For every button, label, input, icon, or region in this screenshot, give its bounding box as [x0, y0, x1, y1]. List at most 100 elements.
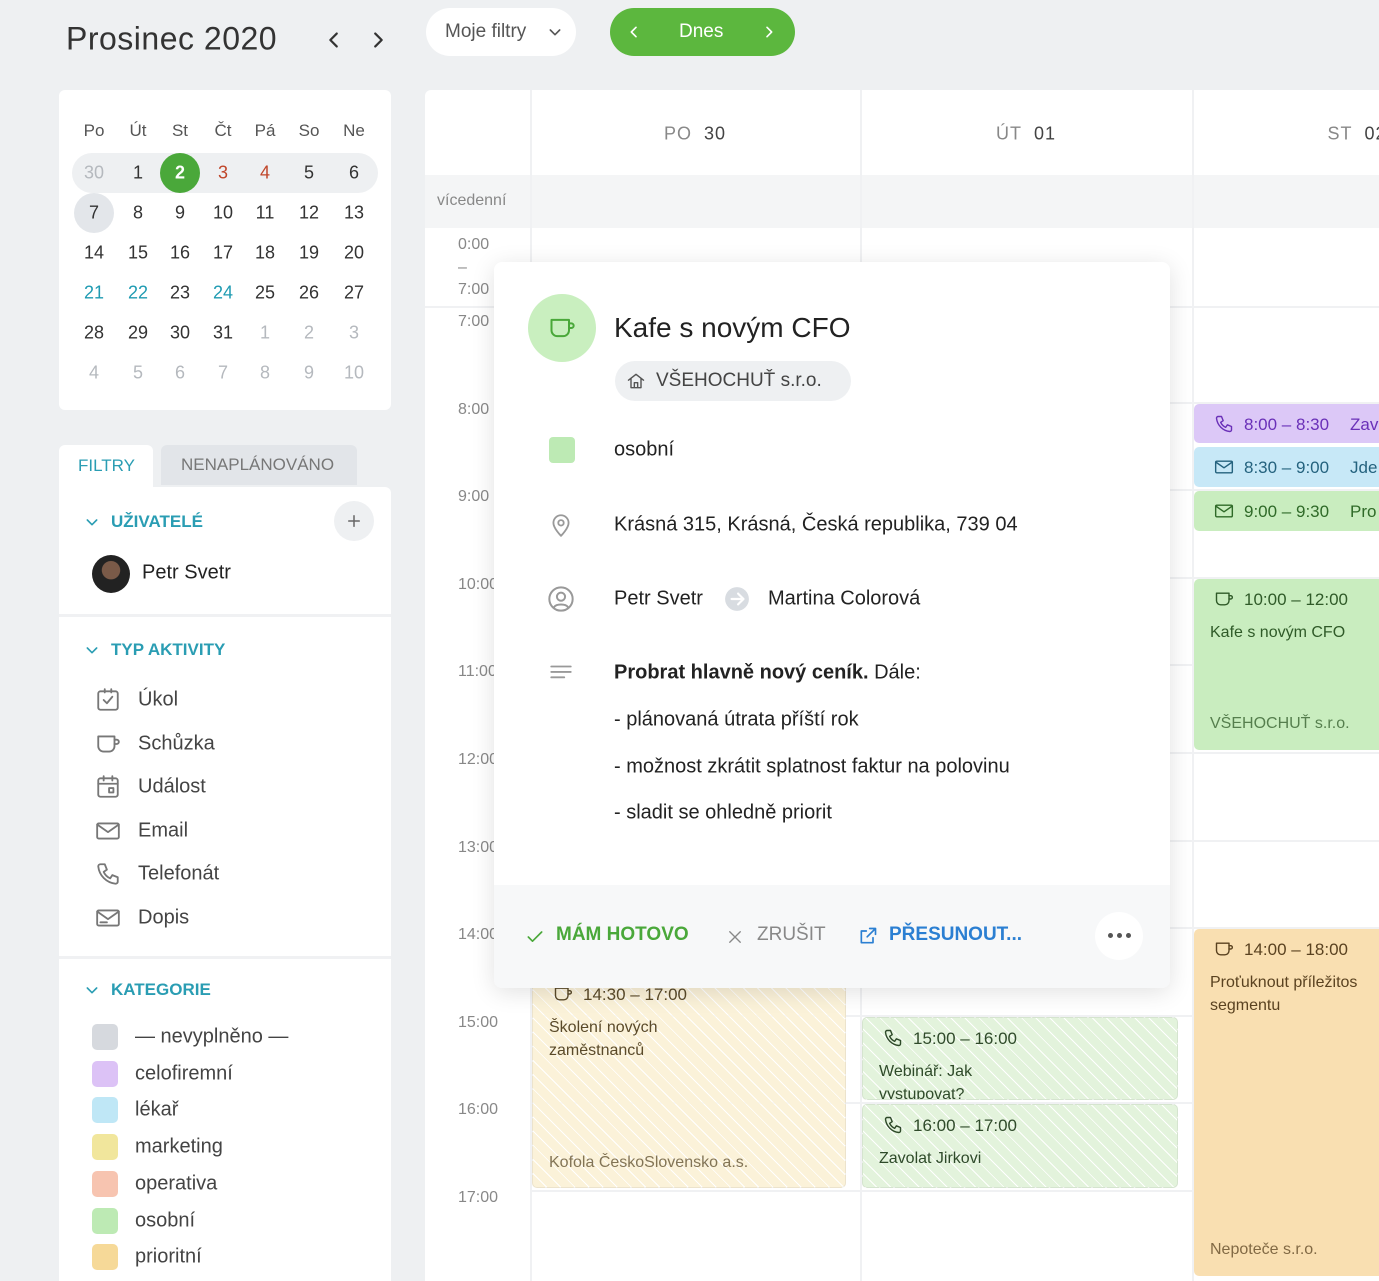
activity-type[interactable]: Telefonát [138, 862, 220, 885]
mini-day[interactable]: 5 [132, 362, 144, 383]
activity-type[interactable]: Email [138, 819, 189, 842]
icon-part [554, 987, 569, 1001]
user-avatar [92, 555, 130, 593]
more-button[interactable] [1095, 912, 1143, 960]
event[interactable]: 14:30 – 17:00 Školení nových zaměstnanců K… [532, 973, 846, 1188]
mini-day[interactable]: 3 [348, 322, 360, 343]
icon-part [86, 647, 98, 654]
mini-day[interactable]: 10 [343, 362, 365, 383]
mini-day[interactable]: 18 [254, 242, 276, 263]
mini-day[interactable]: 9 [174, 202, 186, 223]
icon-part [96, 909, 120, 927]
mini-day[interactable]: 1 [132, 162, 144, 183]
action-done[interactable]: MÁM HOTOVO [556, 924, 689, 945]
mini-day[interactable]: 29 [127, 322, 149, 343]
mini-day[interactable]: 1 [259, 322, 271, 343]
mini-day[interactable]: 6 [348, 162, 360, 183]
mini-day[interactable]: 11 [255, 202, 275, 223]
icon-part [374, 32, 383, 48]
event[interactable]: 8:00 – 8:30 Zav [1194, 403, 1379, 444]
event-icon [1214, 939, 1234, 959]
mini-day[interactable]: 19 [298, 242, 320, 263]
tab-unscheduled[interactable]: NENAPLÁNOVÁNO [161, 445, 357, 485]
category-name[interactable]: lékař [135, 1098, 179, 1121]
mini-day[interactable]: 20 [343, 242, 365, 263]
tab-filters[interactable]: FILTRY [59, 445, 153, 489]
event-time: 14:00 – 18:00 [1244, 940, 1348, 960]
icon-part [553, 603, 569, 609]
day-header: PO 30 [664, 124, 726, 145]
mini-day[interactable]: 14 [83, 242, 105, 263]
mini-day[interactable]: 12 [298, 202, 320, 223]
add-user-button[interactable] [334, 501, 374, 541]
activity-type[interactable]: Schůzka [138, 732, 215, 755]
mini-day[interactable]: 5 [303, 162, 315, 183]
mini-day[interactable]: 7 [88, 202, 100, 223]
mini-day[interactable]: 2 [303, 322, 315, 343]
icon-part [1214, 461, 1234, 469]
section-heading[interactable]: TYP AKTIVITY [111, 640, 226, 659]
icon-part [884, 1117, 902, 1134]
note-icon [548, 660, 574, 686]
mini-day[interactable]: 4 [88, 362, 100, 383]
mini-day[interactable]: 9 [303, 362, 315, 383]
mini-day[interactable]: 10 [212, 202, 234, 223]
category-name[interactable]: marketing [135, 1135, 223, 1158]
event[interactable]: 15:00 – 16:00 Webinář: Jak vystupovat? [862, 1016, 1178, 1101]
mini-calendar: Po Út St Čt Pá So Ne 30 1 2 3 4 5 6 7 8 9 10 11 12 13 14 15 16 1… [59, 90, 391, 410]
event[interactable]: 8:30 – 9:00 Jde [1194, 447, 1379, 488]
mini-day[interactable]: 17 [212, 242, 234, 263]
event[interactable]: 16:00 – 17:00 Zavolat Jirkovi [862, 1104, 1178, 1188]
category-name[interactable]: prioritní [135, 1245, 202, 1268]
action-cancel[interactable]: ZRUŠIT [757, 924, 826, 945]
mini-day[interactable]: 24 [212, 282, 234, 303]
mini-day[interactable]: 8 [132, 202, 144, 223]
mini-day[interactable]: 15 [127, 242, 149, 263]
popup-footer: MÁM HOTOVO ZRUŠIT PŘESUNOUT... [494, 885, 1170, 988]
icon-part [552, 514, 570, 537]
user-name[interactable]: Petr Svetr [142, 561, 231, 584]
mini-day[interactable]: 7 [217, 362, 229, 383]
mini-day[interactable]: 26 [298, 282, 320, 303]
action-move[interactable]: PŘESUNOUT... [889, 924, 1023, 945]
more-dot [1107, 933, 1113, 938]
mini-day[interactable]: 16 [169, 242, 191, 263]
mini-day[interactable]: 31 [212, 322, 234, 343]
mini-day[interactable]: 28 [83, 322, 105, 343]
mini-day[interactable]: 30 [83, 162, 105, 183]
category-name[interactable]: osobní [135, 1209, 196, 1231]
event-icon [553, 984, 573, 1004]
event[interactable]: 10:00 – 12:00 Kafe s novým CFO VŠEHOCHUŤ s… [1194, 578, 1379, 750]
mini-day[interactable]: 23 [169, 282, 191, 303]
activity-type[interactable]: Dopis [138, 906, 190, 929]
mini-day[interactable]: 27 [343, 282, 365, 303]
weekday-label: So [298, 121, 320, 140]
category-name[interactable]: celofiremní [135, 1062, 233, 1085]
mini-day[interactable]: 25 [254, 282, 276, 303]
today-nav[interactable]: Dnes [610, 8, 795, 56]
mini-day[interactable]: 30 [169, 322, 191, 343]
section-heading[interactable]: UŽIVATELÉ [111, 512, 203, 531]
filter-dropdown[interactable]: Moje filtry [426, 8, 576, 56]
mini-day[interactable]: 13 [343, 202, 365, 223]
mini-day[interactable]: 6 [174, 362, 186, 383]
activity-type[interactable]: Událost [138, 775, 206, 798]
company-chip[interactable]: VŠEHOCHUŤ s.r.o. [615, 361, 851, 401]
section-heading[interactable]: KATEGORIE [111, 980, 211, 999]
day-weekday: PO [663, 123, 692, 144]
mini-day[interactable]: 22 [127, 282, 149, 303]
category-swatch [92, 1207, 118, 1234]
mini-day[interactable]: 8 [259, 362, 271, 383]
event[interactable]: 14:00 – 18:00 Proťuknout příležitos segme… [1194, 929, 1379, 1276]
mini-day[interactable]: 21 [83, 282, 105, 303]
category-name[interactable]: operativa [135, 1172, 218, 1195]
activity-icon [95, 905, 121, 931]
mini-day[interactable]: 3 [217, 162, 229, 183]
category-swatch [92, 1024, 118, 1050]
activity-type[interactable]: Úkol [138, 688, 179, 711]
mini-day[interactable]: 2 [174, 162, 186, 183]
mini-day[interactable]: 4 [259, 162, 271, 183]
category-name[interactable]: — nevyplněno — [135, 1025, 289, 1048]
event[interactable]: 9:00 – 9:30 Pro [1194, 491, 1379, 531]
filter-label: Moje filtry [445, 21, 527, 42]
